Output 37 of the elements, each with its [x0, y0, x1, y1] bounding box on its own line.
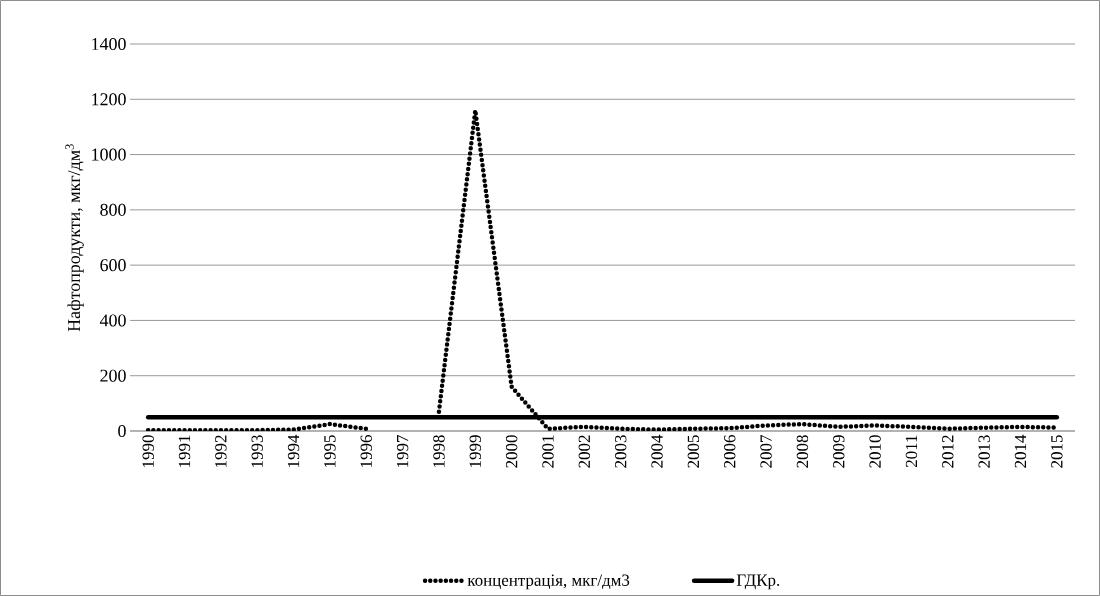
x-tick-label: 2015 — [1051, 435, 1063, 468]
x-tick-label: 1991 — [178, 435, 191, 467]
x-tick-label: 1992 — [215, 435, 227, 467]
legend-label: концентрація, мкг/дм3 — [467, 574, 630, 590]
x-tick-label: 2009 — [833, 435, 845, 468]
y-tick-label: 800 — [100, 203, 126, 216]
x-tick-label: 2010 — [869, 435, 881, 468]
x-tick-label: 2003 — [614, 435, 627, 468]
x-tick-label: 1990 — [142, 435, 154, 467]
x-tick-label: 2005 — [687, 435, 700, 468]
x-tick-label: 1996 — [360, 435, 372, 467]
x-tick-label: 1993 — [251, 435, 263, 467]
y-tick-label: 1200 — [92, 93, 126, 106]
y-tick-label: 600 — [100, 259, 126, 272]
x-tick-label: 2008 — [796, 435, 809, 468]
legend-label: ГДКр. — [736, 574, 780, 590]
x-tick-label: 2002 — [578, 435, 591, 468]
y-tick-label: 400 — [99, 314, 126, 327]
x-tick-label: 2007 — [760, 435, 772, 468]
x-tick-label: 2011 — [905, 435, 918, 468]
y-tick-label: 200 — [100, 369, 126, 382]
x-tick-label: 2014 — [1014, 434, 1027, 468]
y-tick-label: 1000 — [92, 148, 126, 161]
y-tick-label: 1400 — [92, 37, 126, 51]
x-tick-label: 2013 — [978, 435, 990, 468]
x-tick-label: 2012 — [942, 435, 954, 468]
x-tick-label: 2006 — [724, 435, 736, 468]
y-tick-label: 0 — [118, 424, 126, 438]
x-tick-label: 1997 — [396, 435, 409, 467]
x-tick-label: 1994 — [287, 434, 300, 467]
y-axis-title: Нафтопродукти, мкг/дм$^{3}$ — [65, 144, 84, 332]
x-tick-label: 1998 — [433, 435, 445, 467]
x-tick-label: 2001 — [542, 435, 554, 468]
x-tick-label: 1999 — [469, 435, 481, 467]
x-tick-label: 2004 — [651, 434, 663, 468]
x-tick-label: 2000 — [505, 435, 518, 468]
x-tick-label: 1995 — [324, 435, 336, 467]
